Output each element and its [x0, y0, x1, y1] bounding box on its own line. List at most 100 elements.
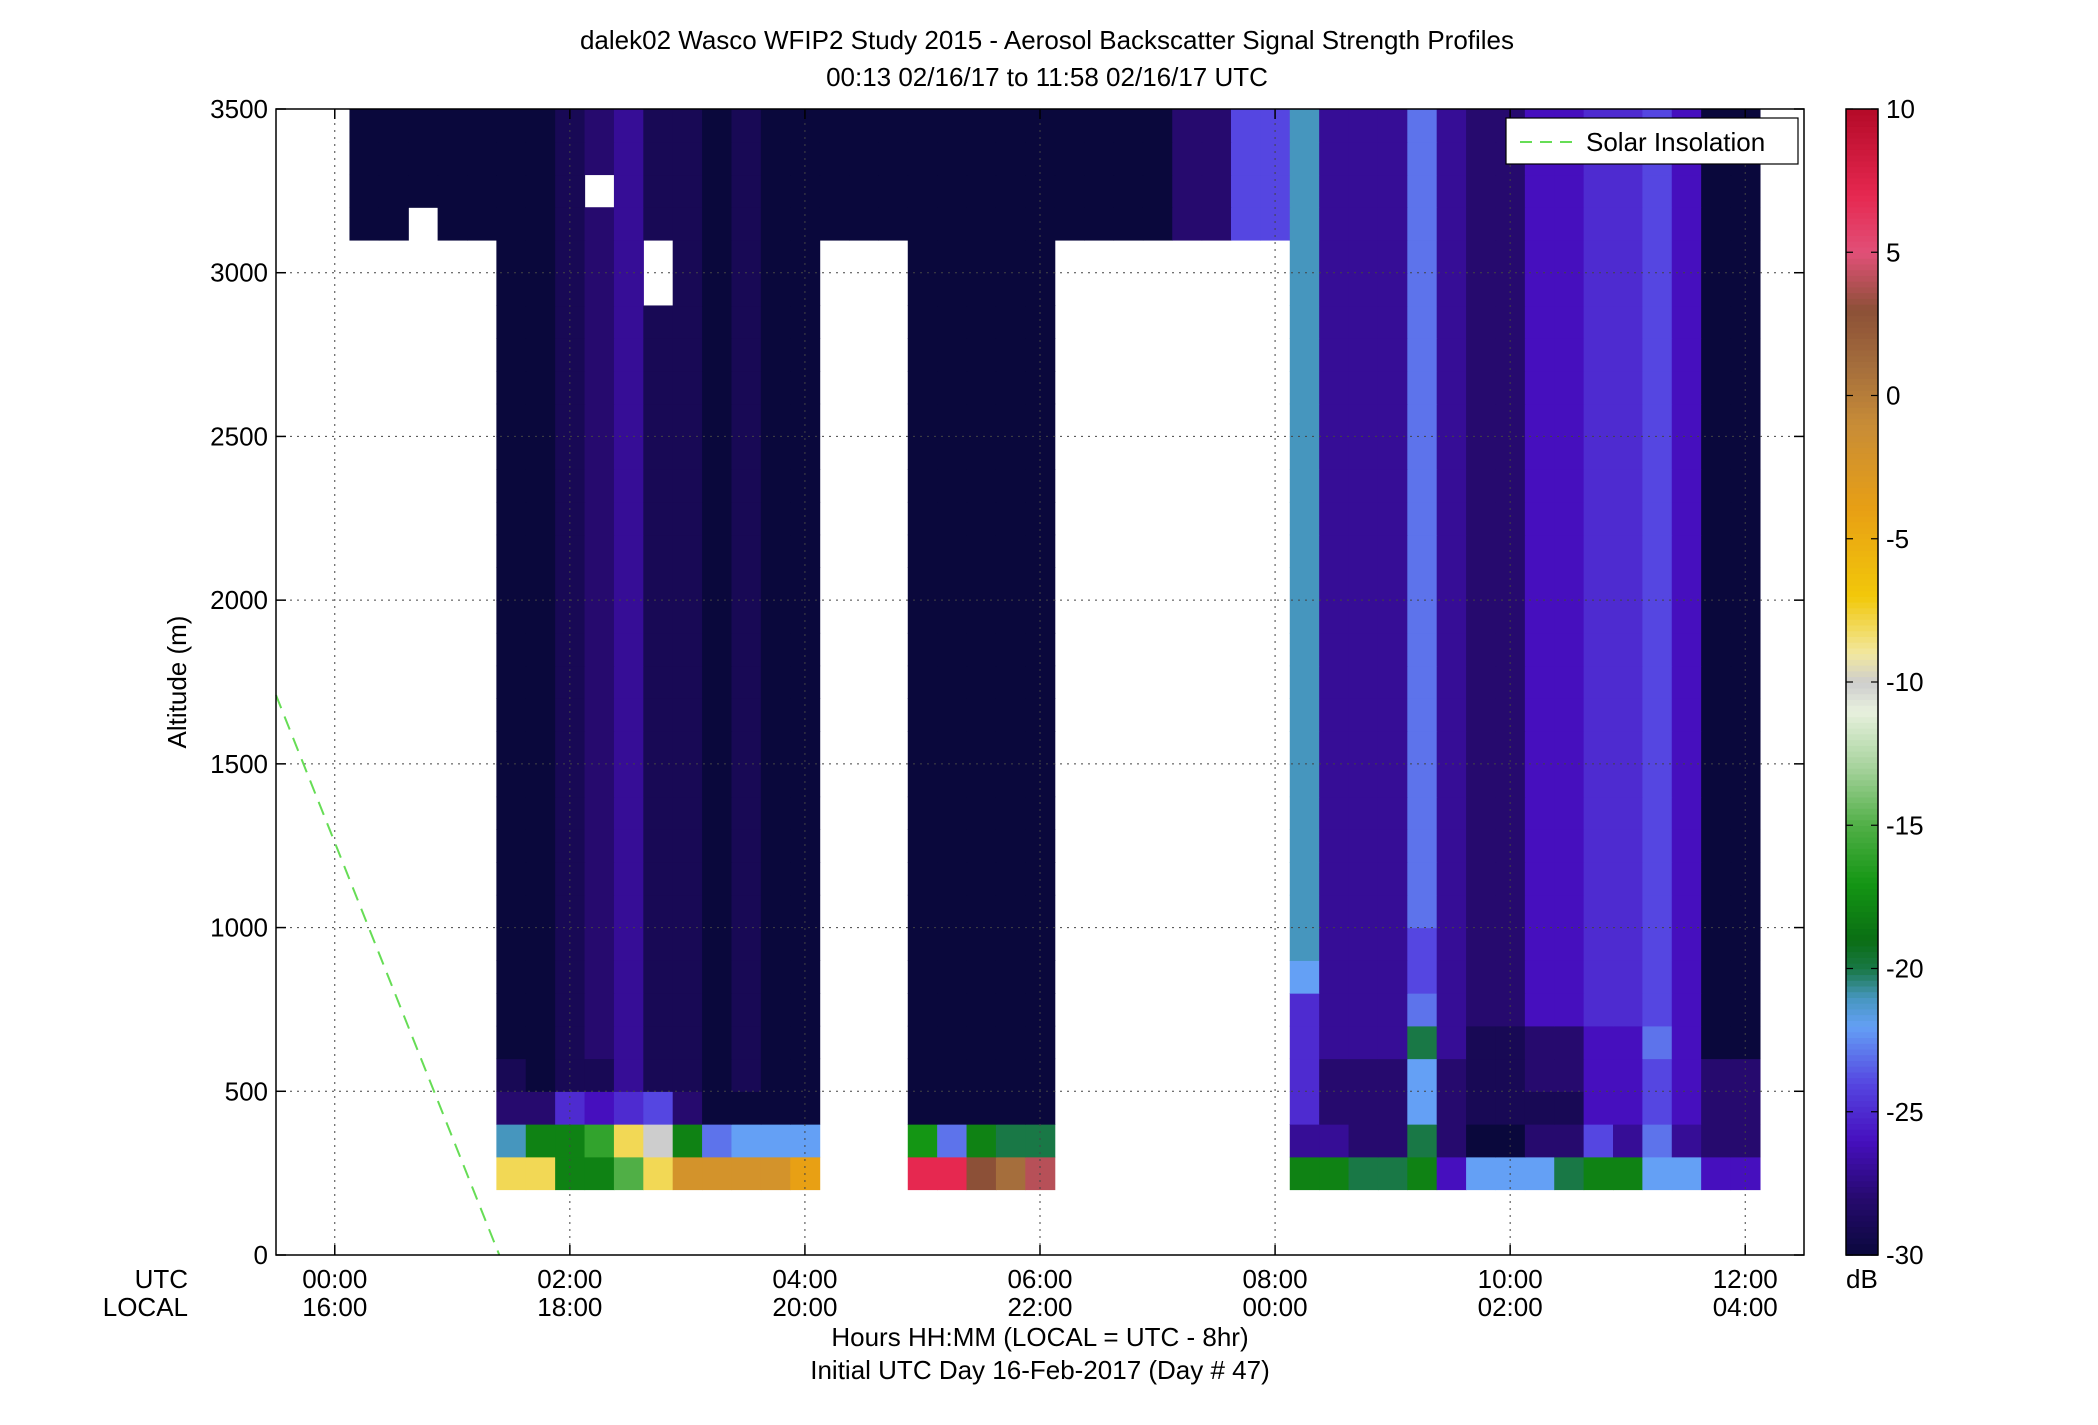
heatmap-cell [702, 1058, 733, 1092]
heatmap-cell [1554, 534, 1585, 568]
heatmap-cell [702, 567, 733, 601]
heatmap-cell [731, 862, 762, 896]
colorbar-segment [1846, 813, 1878, 821]
heatmap-cell [672, 436, 703, 470]
heatmap-cell [584, 763, 615, 798]
heatmap-cell [702, 207, 733, 241]
heatmap-cell [467, 141, 497, 176]
heatmap-cell [1407, 534, 1438, 568]
heatmap-cell [584, 600, 615, 634]
colorbar-segment [1846, 997, 1878, 1004]
heatmap-cell [584, 141, 615, 176]
heatmap-cell [937, 960, 968, 994]
heatmap-cell [613, 796, 644, 830]
heatmap-cell [1671, 960, 1702, 994]
heatmap-cell [1348, 141, 1379, 176]
heatmap-cell [1377, 796, 1408, 830]
heatmap-cell [1436, 1025, 1467, 1060]
heatmap-cell [584, 338, 615, 372]
heatmap-cell [1466, 698, 1497, 732]
heatmap-cell [1319, 1124, 1350, 1158]
heatmap-cell [1377, 109, 1408, 143]
heatmap-cell [1554, 1058, 1585, 1092]
heatmap-cell [496, 338, 527, 372]
heatmap-cell [966, 665, 997, 699]
heatmap-cell [584, 501, 615, 536]
heatmap-cell [1642, 698, 1673, 732]
heatmap-cell [1436, 109, 1467, 143]
heatmap-cell [1407, 698, 1438, 732]
heatmap-cell [1613, 1025, 1643, 1060]
heatmap-cell [1466, 338, 1497, 372]
heatmap-cell [1436, 1091, 1467, 1125]
heatmap-cell [760, 1091, 791, 1125]
heatmap-cell [1466, 1091, 1497, 1125]
colorbar-tick-label: -10 [1886, 667, 1924, 697]
heatmap-cell [1319, 894, 1350, 929]
heatmap-cell [1113, 109, 1144, 143]
heatmap-cell [613, 829, 644, 863]
heatmap-cell [1524, 207, 1555, 241]
heatmap-cell [1319, 763, 1350, 798]
heatmap-cell [1671, 305, 1702, 339]
heatmap-cell [966, 993, 997, 1027]
heatmap-cell [1289, 534, 1320, 568]
heatmap-cell [643, 665, 674, 699]
colorbar-segment [1846, 555, 1878, 563]
heatmap-cell [1524, 894, 1555, 929]
colorbar-segment [1846, 584, 1878, 592]
heatmap-cell [496, 305, 527, 339]
gridlines [276, 109, 1804, 1255]
heatmap-cell [907, 370, 938, 405]
heatmap-cell [1554, 403, 1585, 438]
heatmap-cell [731, 632, 762, 667]
heatmap-cell [1377, 174, 1408, 208]
heatmap-cell [1524, 1058, 1555, 1092]
colorbar-segment [1846, 252, 1878, 259]
heatmap-cell [1407, 174, 1438, 208]
heatmap-cell [937, 174, 968, 208]
heatmap-cell [1319, 174, 1350, 208]
x-tick-label-local: 20:00 [772, 1292, 837, 1322]
heatmap-cell [496, 829, 527, 863]
heatmap-cell [1436, 763, 1467, 798]
heatmap-cell [937, 534, 968, 568]
heatmap-cell [1348, 534, 1379, 568]
colorbar-segment [1846, 957, 1878, 964]
heatmap-cell [849, 207, 879, 241]
heatmap-cell [1671, 894, 1702, 929]
heatmap-cell [702, 1124, 733, 1158]
colorbar-segment [1846, 1197, 1878, 1205]
heatmap-cell [1289, 1156, 1320, 1191]
heatmap-cell [760, 436, 791, 470]
heatmap-cell [1377, 960, 1408, 994]
heatmap-cell [790, 1124, 821, 1158]
colorbar-segment [1846, 366, 1878, 374]
heatmap-cell [613, 501, 644, 536]
heatmap-cell [1377, 338, 1408, 372]
heatmap-cell [525, 829, 556, 863]
colorbar-segment [1846, 372, 1878, 380]
colorbar-segment [1846, 1209, 1878, 1216]
heatmap-cell [1524, 862, 1555, 896]
heatmap-cell [1377, 829, 1408, 863]
heatmap-cell [760, 207, 791, 241]
heatmap-cell [731, 272, 762, 307]
heatmap-cell [525, 632, 556, 667]
heatmap-cell [584, 370, 615, 405]
heatmap-cell [1583, 436, 1614, 470]
heatmap-cell [1701, 1156, 1732, 1191]
colorbar-segment [1846, 406, 1878, 414]
heatmap-cell [1466, 927, 1497, 961]
heatmap-cell [1554, 698, 1585, 732]
heatmap-cell [1701, 174, 1732, 208]
heatmap-cell [760, 796, 791, 830]
heatmap-cell [613, 1025, 644, 1060]
heatmap-cell [907, 960, 938, 994]
heatmap-cell [760, 1025, 791, 1060]
x-tick-label-utc: 10:00 [1478, 1264, 1543, 1294]
heatmap-cell [643, 927, 674, 961]
heatmap-cell [760, 1156, 791, 1191]
heatmap-cell [966, 1058, 997, 1092]
heatmap-cell [1348, 207, 1379, 241]
